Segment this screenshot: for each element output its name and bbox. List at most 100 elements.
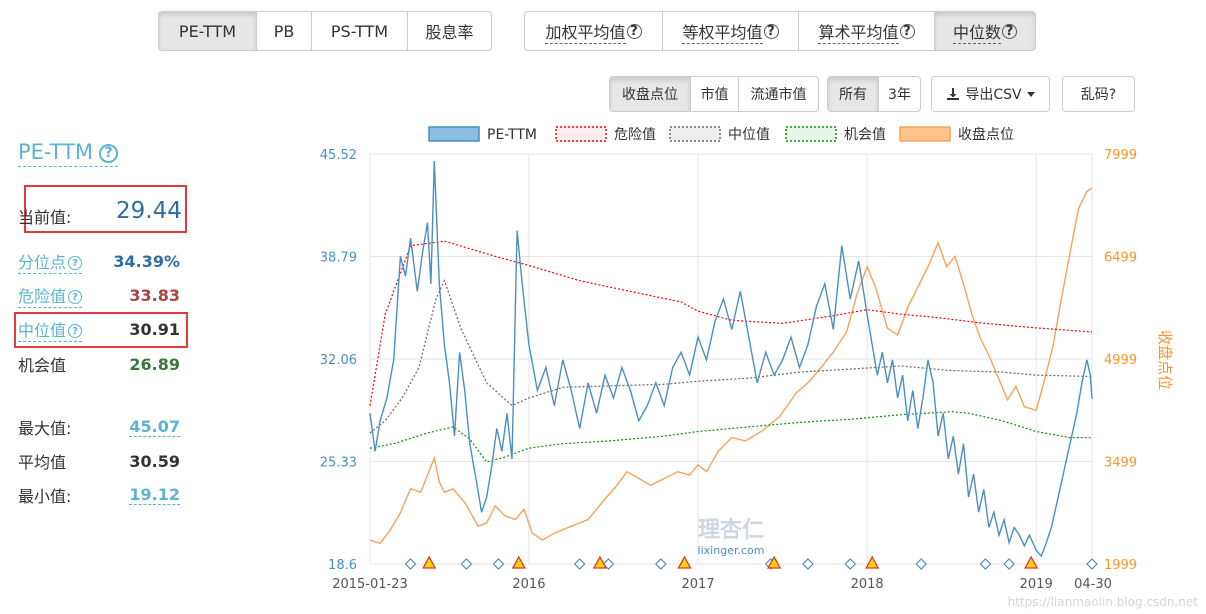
tab-range-3y[interactable]: 3年 — [878, 77, 920, 111]
event-diamond — [979, 558, 992, 570]
event-diamond — [460, 558, 473, 570]
stat-label-text: 最小值: — [18, 487, 72, 506]
y-tick-label: 25.33 — [320, 456, 357, 471]
stat-label-text: 危险值 — [18, 286, 67, 306]
tab-float-market-cap[interactable]: 流通市值 — [738, 77, 818, 111]
stat-row: 平均值 30.59 — [18, 448, 180, 474]
stat-row: 分位点? 34.39% — [18, 248, 180, 274]
stat-value: 26.89 — [129, 354, 180, 374]
highlight-box-current — [24, 185, 187, 233]
event-triangle — [511, 555, 526, 569]
tab-close-index[interactable]: 收盘点位 — [610, 77, 690, 111]
event-diamond — [654, 558, 667, 570]
metric-tabs: PE-TTM PB PS-TTM 股息率 — [158, 11, 492, 51]
legend-swatch — [785, 126, 837, 142]
help-icon: ? — [626, 23, 642, 39]
x-tick-label: 2017 — [681, 577, 714, 592]
footer-watermark: https://lianmaolin.blog.csdn.net — [1008, 595, 1199, 609]
tab-label: 收盘点位 — [622, 87, 678, 103]
metric-title[interactable]: PE-TTM? — [18, 138, 118, 167]
tab-label: 市值 — [700, 87, 729, 103]
tab-label: 股息率 — [425, 23, 474, 42]
x-tick-label: 2016 — [512, 577, 545, 592]
tab-range-all[interactable]: 所有 — [828, 77, 878, 111]
event-diamond — [573, 558, 586, 570]
y-tick-label: 32.06 — [320, 353, 357, 368]
event-triangle — [767, 555, 782, 569]
series-line-1 — [369, 240, 1093, 406]
caret-down-icon — [1026, 91, 1035, 97]
stat-value: 33.83 — [129, 285, 180, 305]
stat-label: 最大值: — [18, 415, 71, 439]
tab-arithmetic-average[interactable]: 算术平均值? — [798, 12, 934, 50]
x-tick-label: 2015-01-23 — [332, 577, 408, 592]
tab-ps-ttm[interactable]: PS-TTM — [311, 12, 407, 50]
stat-label[interactable]: 中位值? — [18, 317, 83, 342]
series-line-0 — [369, 160, 1093, 558]
legend-swatch — [899, 126, 951, 142]
download-icon — [947, 88, 960, 100]
event-diamond — [602, 558, 615, 570]
event-diamond — [1003, 558, 1015, 570]
help-icon: ? — [99, 143, 118, 163]
price-type-tabs: 收盘点位 市值 流通市值 — [609, 76, 819, 112]
y2-tick-label: 1999 — [1104, 558, 1137, 573]
x-tick-label: 04-30 — [1074, 577, 1112, 592]
watermark-brand: 理杏仁 — [698, 517, 764, 543]
help-icon: ? — [763, 23, 779, 39]
x-tick-label: 2018 — [851, 577, 884, 592]
tab-weighted-average[interactable]: 加权平均值? — [525, 12, 662, 50]
tab-label: PS-TTM — [330, 21, 389, 41]
tab-market-cap[interactable]: 市值 — [690, 77, 738, 111]
event-diamond — [802, 558, 814, 570]
tab-dividend-yield[interactable]: 股息率 — [407, 12, 491, 50]
stat-label[interactable]: 危险值? — [18, 283, 83, 308]
tab-label: 中位数 — [952, 19, 1001, 44]
help-icon: ? — [68, 256, 83, 270]
y2-axis-title: 收盘点位 — [1156, 330, 1174, 390]
stat-label-text: 中位值 — [18, 320, 67, 340]
tab-median[interactable]: 中位数? — [934, 12, 1035, 50]
stat-label-text: 平均值 — [18, 453, 67, 472]
legend-label: 危险值 — [614, 127, 656, 143]
event-diamond — [1086, 558, 1098, 570]
tab-label: 流通市值 — [750, 87, 807, 103]
stat-value: 30.91 — [129, 319, 180, 339]
stat-value: 30.59 — [129, 451, 180, 471]
garbled-label: 乱码? — [1080, 87, 1117, 103]
tab-pb[interactable]: PB — [256, 12, 311, 50]
event-diamond — [492, 558, 505, 570]
series-line-3 — [369, 411, 1093, 463]
tab-label: 加权平均值 — [545, 19, 626, 44]
y2-tick-label: 6499 — [1104, 251, 1137, 266]
event-diamond — [764, 558, 777, 570]
stat-label: 最小值: — [18, 483, 71, 507]
tab-equal-weight-average[interactable]: 等权平均值? — [662, 12, 798, 50]
stat-row: 最小值: 19.12 — [18, 482, 180, 508]
stat-label[interactable]: 分位点? — [18, 249, 83, 274]
y2-tick-label: 7999 — [1104, 148, 1137, 163]
event-diamond — [404, 558, 417, 570]
stat-label-text: 分位点 — [18, 252, 67, 272]
stat-label-text: 机会值 — [18, 356, 67, 375]
tab-pe-ttm[interactable]: PE-TTM — [159, 12, 256, 50]
average-tabs: 加权平均值? 等权平均值? 算术平均值? 中位数? — [524, 11, 1036, 51]
watermark-site: lixinger.com — [698, 544, 765, 557]
legend-swatch — [428, 126, 480, 142]
help-icon: ? — [899, 23, 915, 39]
metric-title-text: PE-TTM — [18, 140, 93, 164]
current-value: 29.44 — [116, 198, 182, 224]
current-value-row: 当前值: 29.44 — [18, 198, 183, 228]
event-triangle — [422, 555, 437, 569]
highlight-box-median — [14, 312, 188, 348]
garbled-help-button[interactable]: 乱码? — [1062, 76, 1135, 112]
event-triangle — [1024, 555, 1039, 569]
help-icon: ? — [1002, 23, 1017, 39]
range-tabs: 所有 3年 — [827, 76, 921, 112]
stat-row: 危险值? 33.83 — [18, 282, 180, 308]
event-triangle — [865, 555, 880, 569]
tab-label: 3年 — [888, 87, 911, 103]
stat-value: 34.39% — [113, 251, 180, 271]
export-csv-button[interactable]: 导出CSV — [931, 76, 1050, 112]
legend-label: 机会值 — [844, 127, 886, 143]
